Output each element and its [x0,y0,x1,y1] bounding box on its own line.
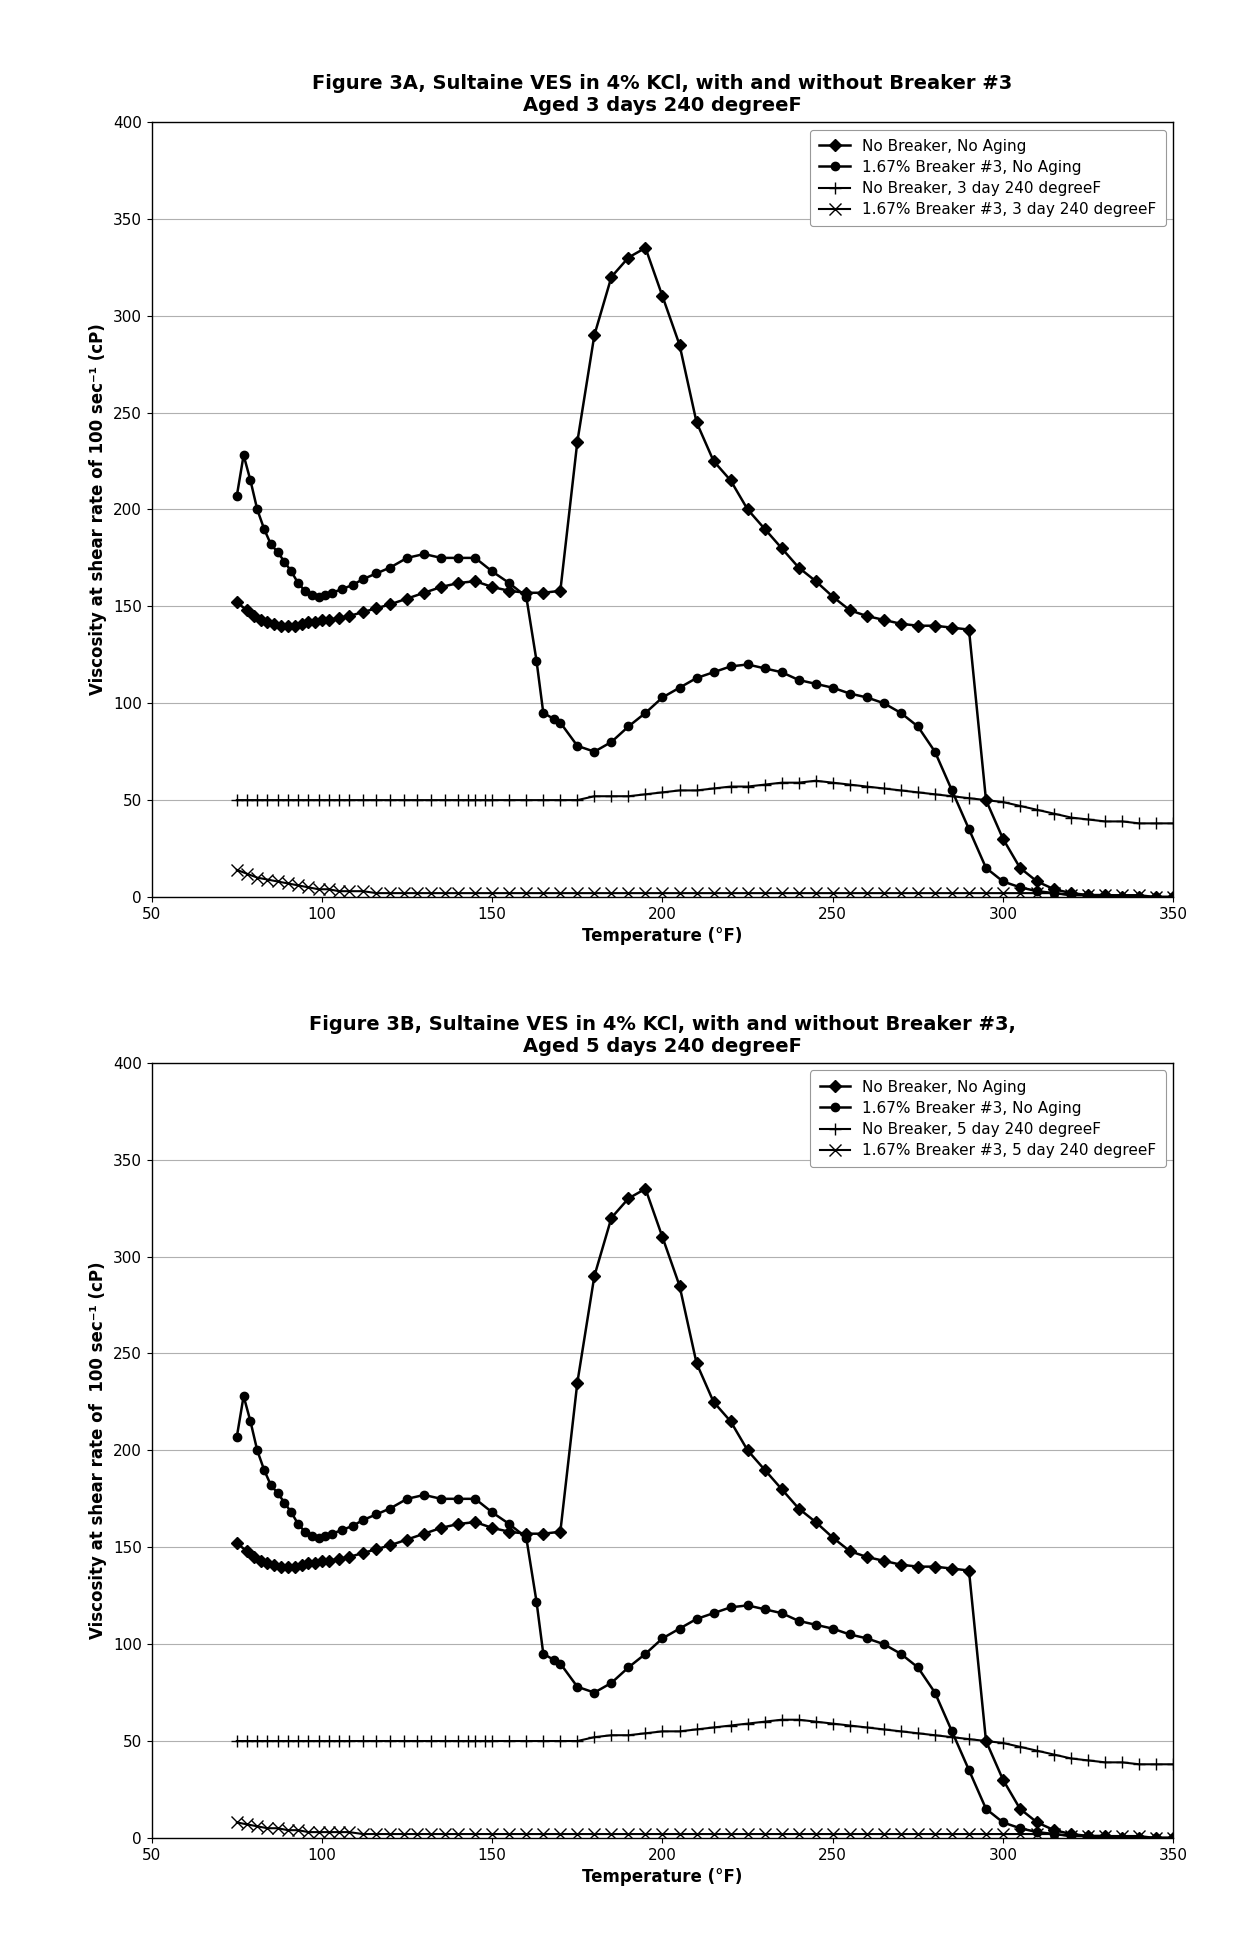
No Breaker, No Aging [1115,1827,1130,1850]
No Breaker, No Aging [399,1527,414,1550]
No Breaker, No Aging [1132,886,1147,909]
Title: Figure 3B, Sultaine VES in 4% KCl, with and without Breaker #3,
Aged 5 days 240 : Figure 3B, Sultaine VES in 4% KCl, with … [309,1015,1016,1056]
Y-axis label: Viscosity at shear rate of  100 sec⁻¹ (cP): Viscosity at shear rate of 100 sec⁻¹ (cP… [89,1262,108,1639]
1.67% Breaker #3, No Aging [229,1425,244,1448]
1.67% Breaker #3, 3 day 240 degreeF [280,872,295,896]
1.67% Breaker #3, No Aging [236,443,250,466]
1.67% Breaker #3, No Aging [229,484,244,508]
No Breaker, 3 day 240 degreeF [1166,811,1180,835]
No Breaker, 5 day 240 degreeF [1166,1752,1180,1776]
Y-axis label: Viscosity at shear rate of 100 sec⁻¹ (cP): Viscosity at shear rate of 100 sec⁻¹ (cP… [89,323,108,696]
No Breaker, No Aging [655,1225,670,1249]
No Breaker, No Aging [1115,886,1130,909]
No Breaker, 3 day 240 degreeF [536,788,551,811]
Line: No Breaker, 3 day 240 degreeF: No Breaker, 3 day 240 degreeF [231,774,1179,829]
No Breaker, 5 day 240 degreeF [1132,1752,1147,1776]
Line: 1.67% Breaker #3, 3 day 240 degreeF: 1.67% Breaker #3, 3 day 240 degreeF [231,864,1179,904]
Line: 1.67% Breaker #3, No Aging: 1.67% Breaker #3, No Aging [233,451,1178,902]
1.67% Breaker #3, No Aging [1047,1823,1061,1846]
1.67% Breaker #3, No Aging [945,778,960,802]
No Breaker, 3 day 240 degreeF [621,784,636,808]
1.67% Breaker #3, 3 day 240 degreeF [1029,882,1044,906]
1.67% Breaker #3, 5 day 240 degreeF [1148,1827,1163,1850]
No Breaker, 5 day 240 degreeF [311,1729,326,1752]
Title: Figure 3A, Sultaine VES in 4% KCl, with and without Breaker #3
Aged 3 days 240 d: Figure 3A, Sultaine VES in 4% KCl, with … [312,74,1013,116]
1.67% Breaker #3, No Aging [808,672,823,696]
No Breaker, No Aging [536,1521,551,1544]
No Breaker, 3 day 240 degreeF [808,768,823,792]
1.67% Breaker #3, No Aging [1081,1825,1096,1848]
No Breaker, No Aging [342,1544,357,1568]
No Breaker, 3 day 240 degreeF [311,788,326,811]
No Breaker, No Aging [1029,1811,1044,1835]
No Breaker, No Aging [536,580,551,604]
1.67% Breaker #3, 3 day 240 degreeF [758,882,773,906]
No Breaker, No Aging [639,1178,653,1201]
1.67% Breaker #3, 3 day 240 degreeF [1148,886,1163,909]
1.67% Breaker #3, No Aging [1166,886,1180,909]
No Breaker, No Aging [639,235,653,259]
No Breaker, No Aging [342,604,357,627]
No Breaker, No Aging [399,586,414,610]
1.67% Breaker #3, No Aging [1047,882,1061,906]
No Breaker, No Aging [1166,1827,1180,1850]
1.67% Breaker #3, 3 day 240 degreeF [410,882,425,906]
No Breaker, 5 day 240 degreeF [791,1707,806,1731]
No Breaker, 5 day 240 degreeF [774,1707,789,1731]
Legend: No Breaker, No Aging, 1.67% Breaker #3, No Aging, No Breaker, 3 day 240 degreeF,: No Breaker, No Aging, 1.67% Breaker #3, … [810,129,1166,225]
1.67% Breaker #3, No Aging [945,1719,960,1742]
No Breaker, No Aging [655,284,670,308]
No Breaker, 5 day 240 degreeF [536,1729,551,1752]
No Breaker, 5 day 240 degreeF [621,1723,636,1746]
1.67% Breaker #3, 5 day 240 degreeF [639,1823,653,1846]
1.67% Breaker #3, 5 day 240 degreeF [758,1823,773,1846]
1.67% Breaker #3, No Aging [1097,1827,1112,1850]
No Breaker, 3 day 240 degreeF [689,778,704,802]
1.67% Breaker #3, 5 day 240 degreeF [1029,1823,1044,1846]
Line: 1.67% Breaker #3, 5 day 240 degreeF: 1.67% Breaker #3, 5 day 240 degreeF [231,1817,1179,1844]
X-axis label: Temperature (°F): Temperature (°F) [583,927,743,945]
1.67% Breaker #3, 3 day 240 degreeF [229,858,244,882]
No Breaker, No Aging [1166,886,1180,909]
No Breaker, 3 day 240 degreeF [229,788,244,811]
No Breaker, 5 day 240 degreeF [689,1717,704,1740]
Line: No Breaker, 5 day 240 degreeF: No Breaker, 5 day 240 degreeF [231,1713,1179,1770]
Line: No Breaker, No Aging: No Breaker, No Aging [233,1184,1178,1842]
X-axis label: Temperature (°F): Temperature (°F) [583,1868,743,1886]
1.67% Breaker #3, 5 day 240 degreeF [280,1819,295,1842]
No Breaker, No Aging [229,1531,244,1554]
1.67% Breaker #3, 5 day 240 degreeF [229,1811,244,1835]
1.67% Breaker #3, 5 day 240 degreeF [410,1823,425,1846]
Legend: No Breaker, No Aging, 1.67% Breaker #3, No Aging, No Breaker, 5 day 240 degreeF,: No Breaker, No Aging, 1.67% Breaker #3, … [811,1070,1166,1166]
1.67% Breaker #3, No Aging [859,1627,874,1650]
1.67% Breaker #3, No Aging [1166,1827,1180,1850]
1.67% Breaker #3, No Aging [1064,1825,1079,1848]
Line: 1.67% Breaker #3, No Aging: 1.67% Breaker #3, No Aging [233,1392,1178,1842]
1.67% Breaker #3, No Aging [859,686,874,710]
No Breaker, 5 day 240 degreeF [229,1729,244,1752]
1.67% Breaker #3, No Aging [808,1613,823,1637]
No Breaker, No Aging [229,590,244,613]
1.67% Breaker #3, No Aging [1064,884,1079,907]
No Breaker, 3 day 240 degreeF [774,770,789,794]
No Breaker, 3 day 240 degreeF [791,770,806,794]
No Breaker, No Aging [1132,1827,1147,1850]
1.67% Breaker #3, No Aging [236,1384,250,1407]
1.67% Breaker #3, 3 day 240 degreeF [639,882,653,906]
No Breaker, No Aging [1029,870,1044,894]
1.67% Breaker #3, No Aging [1081,884,1096,907]
No Breaker, 5 day 240 degreeF [808,1709,823,1733]
1.67% Breaker #3, 3 day 240 degreeF [1166,886,1180,909]
1.67% Breaker #3, No Aging [1097,886,1112,909]
Line: No Breaker, No Aging: No Breaker, No Aging [233,243,1178,902]
1.67% Breaker #3, 5 day 240 degreeF [1166,1827,1180,1850]
No Breaker, 3 day 240 degreeF [1132,811,1147,835]
1.67% Breaker #3, 3 day 240 degreeF [356,880,371,904]
1.67% Breaker #3, 5 day 240 degreeF [356,1823,371,1846]
